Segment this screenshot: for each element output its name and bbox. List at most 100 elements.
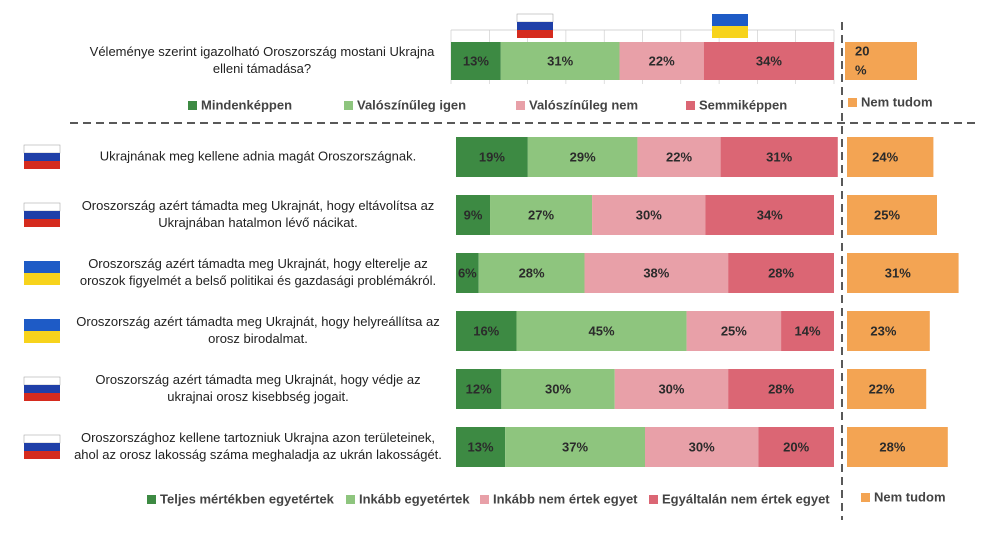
dont-know-label: 28% bbox=[879, 439, 905, 454]
header-russia-flag-white bbox=[516, 13, 554, 23]
legend-swatch bbox=[686, 101, 695, 110]
data-label: 37% bbox=[562, 439, 588, 454]
bar-segment bbox=[614, 369, 729, 409]
data-label: 25% bbox=[721, 323, 747, 338]
legend-label: Mindenképpen bbox=[201, 97, 292, 112]
data-label: 12% bbox=[466, 381, 492, 396]
dont-know-label: 24% bbox=[872, 149, 898, 164]
row-russia-flag-blue bbox=[24, 443, 60, 451]
legend-swatch bbox=[346, 495, 355, 504]
dont-know-bar bbox=[847, 369, 927, 409]
dont-know-bar bbox=[847, 427, 948, 467]
legend-label: Nem tudom bbox=[874, 489, 946, 504]
dont-know-label: 20 bbox=[855, 43, 869, 58]
row-russia-flag-white bbox=[23, 434, 61, 444]
row-russia-flag-blue bbox=[24, 385, 60, 393]
bar-segment bbox=[758, 427, 834, 467]
bar-segment bbox=[728, 369, 834, 409]
data-label: 22% bbox=[666, 149, 692, 164]
question-label: Oroszország azért támadta meg Ukrajnát, … bbox=[95, 372, 420, 387]
bar-segment bbox=[516, 311, 687, 351]
dont-know-label: 31% bbox=[885, 265, 911, 280]
row-ukraine-flag-yellow bbox=[24, 331, 60, 343]
header-ukraine-flag-blue bbox=[712, 14, 748, 26]
bar-segment bbox=[645, 427, 759, 467]
data-label: 38% bbox=[643, 265, 669, 280]
data-label: 16% bbox=[473, 323, 499, 338]
dont-know-label: 23% bbox=[870, 323, 896, 338]
dont-know-bar bbox=[847, 195, 937, 235]
question-label: ahol az orosz lakosság száma meghaladja … bbox=[74, 447, 442, 462]
bar-segment bbox=[456, 427, 506, 467]
data-label: 45% bbox=[589, 323, 615, 338]
bar-segment bbox=[584, 253, 729, 293]
bar-segment bbox=[501, 369, 615, 409]
data-label: 31% bbox=[766, 149, 792, 164]
question-label: oroszok figyelmét a belső politikai és g… bbox=[80, 273, 436, 288]
dont-know-label: % bbox=[855, 62, 867, 77]
bar-segment bbox=[703, 42, 834, 80]
legend-swatch bbox=[848, 98, 857, 107]
bar-segment bbox=[456, 311, 517, 351]
bar-segment bbox=[781, 311, 834, 351]
dont-know-bar bbox=[847, 137, 934, 177]
header-ukraine-flag-yellow bbox=[712, 26, 748, 38]
question-label: Ukrajnában hatalmon lévő nácikat. bbox=[158, 215, 357, 230]
bar-segment bbox=[456, 195, 491, 235]
data-label: 27% bbox=[528, 207, 554, 222]
data-label: 20% bbox=[783, 439, 809, 454]
bar-segment bbox=[478, 253, 585, 293]
legend-swatch bbox=[649, 495, 658, 504]
dont-know-label: 25% bbox=[874, 207, 900, 222]
row-russia-flag-white bbox=[23, 202, 61, 212]
legend-swatch bbox=[861, 493, 870, 502]
question-label: Oroszország azért támadta meg Ukrajnát, … bbox=[82, 198, 435, 213]
data-label: 13% bbox=[463, 53, 489, 68]
question-label: Véleménye szerint igazolható Oroszország… bbox=[90, 44, 435, 59]
question-label: Oroszország azért támadta meg Ukrajnát, … bbox=[76, 314, 439, 329]
bar-segment bbox=[456, 253, 479, 293]
row-russia-flag-blue bbox=[24, 211, 60, 219]
row-russia-flag-red bbox=[24, 451, 60, 459]
bar-segment bbox=[456, 137, 528, 177]
header-russia-flag-red bbox=[517, 30, 553, 38]
bar-segment bbox=[705, 195, 834, 235]
row-russia-flag-blue bbox=[24, 153, 60, 161]
legend-label: Inkább egyetértek bbox=[359, 491, 470, 506]
data-label: 6% bbox=[458, 265, 477, 280]
data-label: 30% bbox=[545, 381, 571, 396]
data-label: 28% bbox=[768, 381, 794, 396]
data-label: 30% bbox=[689, 439, 715, 454]
question-label: orosz birodalmat. bbox=[208, 331, 308, 346]
legend-swatch bbox=[480, 495, 489, 504]
data-label: 34% bbox=[757, 207, 783, 222]
bar-segment bbox=[490, 195, 593, 235]
bar-segment bbox=[456, 369, 502, 409]
bar-segment bbox=[505, 427, 645, 467]
legend-label: Valószínűleg igen bbox=[357, 97, 466, 112]
bar-segment bbox=[720, 137, 838, 177]
legend-label: Teljes mértékben egyetértek bbox=[160, 491, 335, 506]
legend-swatch bbox=[516, 101, 525, 110]
data-label: 28% bbox=[519, 265, 545, 280]
question-label: Oroszországhoz kellene tartozniuk Ukrajn… bbox=[81, 430, 435, 445]
bar-segment bbox=[500, 42, 620, 80]
legend-swatch bbox=[344, 101, 353, 110]
data-label: 31% bbox=[547, 53, 573, 68]
legend-swatch bbox=[147, 495, 156, 504]
data-label: 22% bbox=[649, 53, 675, 68]
legend-label: Valószínűleg nem bbox=[529, 97, 638, 112]
legend-label: Semmiképpen bbox=[699, 97, 787, 112]
legend-label: Nem tudom bbox=[861, 94, 933, 109]
bar-segment bbox=[451, 42, 501, 80]
question-label: ukrajnai orosz kisebbség jogait. bbox=[167, 389, 348, 404]
bar-segment bbox=[686, 311, 782, 351]
data-label: 30% bbox=[658, 381, 684, 396]
row-russia-flag-red bbox=[24, 393, 60, 401]
question-label: Ukrajnának meg kellene adnia magát Orosz… bbox=[100, 148, 417, 163]
bar-segment bbox=[637, 137, 721, 177]
row-ukraine-flag-yellow bbox=[24, 273, 60, 285]
row-russia-flag-white bbox=[23, 144, 61, 154]
question-label: elleni támadása? bbox=[213, 61, 311, 76]
